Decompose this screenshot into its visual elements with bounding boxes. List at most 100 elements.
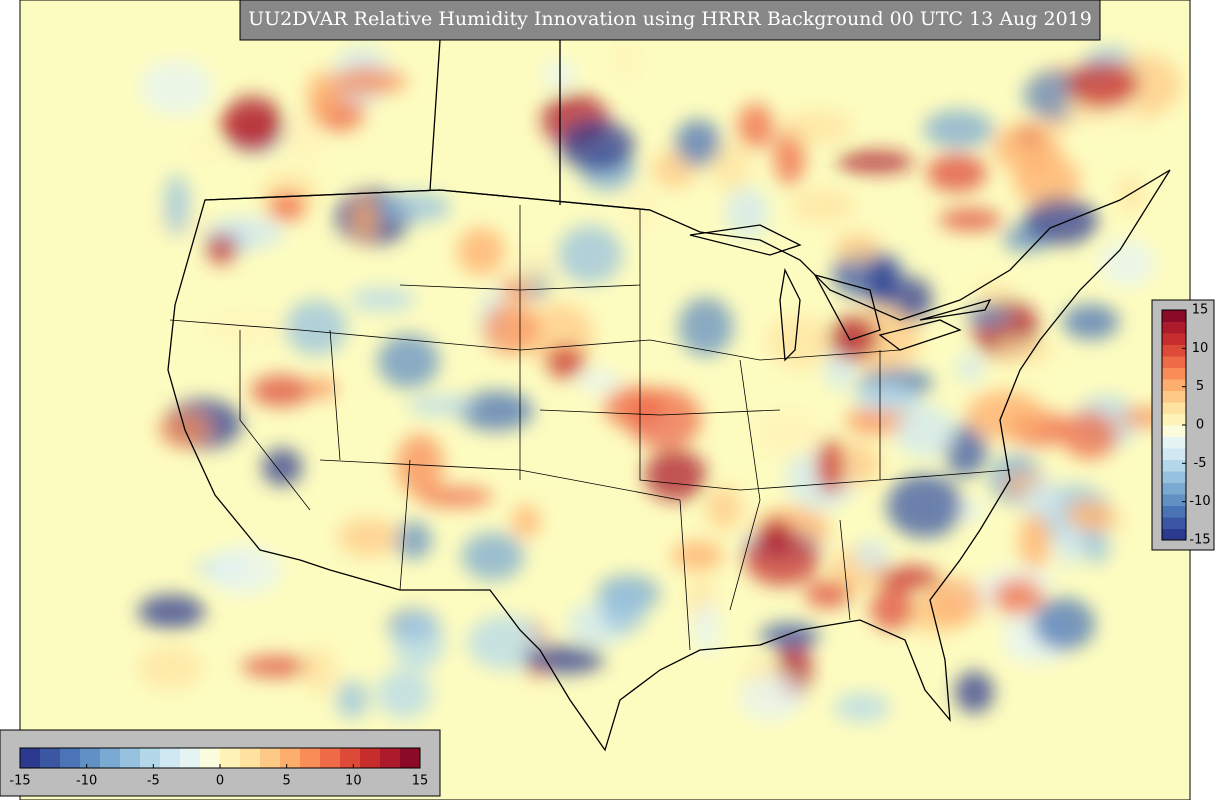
colorbar-swatch bbox=[280, 748, 301, 768]
colorbar-tick-label: -15 bbox=[9, 774, 30, 789]
humidity-blob bbox=[381, 191, 451, 223]
colorbar-tick-label: 15 bbox=[412, 774, 429, 789]
humidity-blob bbox=[804, 580, 852, 609]
colorbar-swatch bbox=[1162, 344, 1186, 357]
humidity-blob bbox=[674, 119, 722, 167]
humidity-blob bbox=[886, 474, 963, 538]
humidity-blob bbox=[954, 671, 994, 714]
humidity-blob bbox=[678, 297, 734, 357]
humidity-blob bbox=[938, 208, 1002, 231]
colorbar-swatch bbox=[1162, 310, 1186, 322]
colorbar-swatch bbox=[140, 748, 161, 768]
colorbar-tick-label: 10 bbox=[1192, 341, 1209, 356]
colorbar-swatch bbox=[380, 748, 401, 768]
humidity-blob bbox=[1082, 528, 1110, 565]
humidity-blob bbox=[349, 287, 416, 312]
colorbar-swatch bbox=[400, 748, 421, 768]
humidity-blob bbox=[817, 437, 844, 495]
state-borders bbox=[169, 205, 1011, 651]
humidity-blob bbox=[524, 644, 605, 674]
map-title: UU2DVAR Relative Humidity Innovation usi… bbox=[248, 8, 1092, 30]
humidity-blob bbox=[834, 692, 891, 723]
humidity-blob bbox=[461, 532, 524, 581]
humidity-blob bbox=[1023, 197, 1098, 245]
humidity-blob bbox=[307, 377, 337, 399]
humidity-blob bbox=[138, 594, 206, 629]
humidity-blob bbox=[708, 142, 751, 191]
colorbar-tick-label: 15 bbox=[1192, 303, 1209, 318]
colorbar-swatch bbox=[1162, 459, 1186, 472]
colorbar-swatch bbox=[1162, 448, 1186, 460]
colorbar-swatch bbox=[320, 748, 341, 768]
colorbar-swatch bbox=[1162, 367, 1186, 380]
colorbar-swatch bbox=[220, 748, 241, 768]
innovation-field bbox=[137, 39, 1181, 723]
humidity-blob bbox=[766, 315, 834, 369]
humidity-blob bbox=[782, 109, 854, 145]
humidity-blob bbox=[241, 655, 316, 678]
humidity-blob bbox=[966, 390, 1045, 440]
humidity-blob bbox=[759, 518, 793, 554]
humidity-blob bbox=[164, 174, 190, 236]
colorbar-tick-label: -5 bbox=[1194, 456, 1207, 471]
colorbar-swatch bbox=[160, 748, 181, 768]
humidity-blob bbox=[301, 647, 338, 695]
colorbar-swatch bbox=[1162, 436, 1186, 449]
humidity-blob bbox=[789, 189, 857, 223]
humidity-blob bbox=[693, 601, 721, 655]
title-box bbox=[239, 0, 1101, 41]
humidity-blob bbox=[965, 304, 1011, 326]
colorbar-tick-label: 5 bbox=[283, 774, 291, 789]
humidity-blob bbox=[542, 59, 577, 89]
colorbar-swatch bbox=[1162, 413, 1186, 426]
colorbar-tick-label: -10 bbox=[1189, 494, 1210, 509]
colorbar-swatch bbox=[1162, 379, 1186, 391]
map-borders bbox=[167, 39, 1171, 752]
humidity-blob bbox=[739, 673, 804, 721]
vertical-colorbar: -15 -10 -5 0 5 10 15 bbox=[1161, 303, 1211, 548]
humidity-blob bbox=[603, 385, 664, 428]
humidity-blob bbox=[706, 485, 742, 531]
colorbar-tick-label: -10 bbox=[76, 774, 97, 789]
humidity-blob bbox=[1054, 519, 1083, 567]
humidity-blob bbox=[577, 369, 622, 394]
colorbar-tick-label: 5 bbox=[1196, 379, 1204, 394]
humidity-blob bbox=[869, 586, 915, 631]
colorbar-swatch bbox=[1162, 494, 1186, 506]
humidity-blob bbox=[725, 187, 769, 238]
humidity-blob bbox=[751, 410, 824, 459]
humidity-blob bbox=[828, 315, 878, 361]
humidity-blob bbox=[338, 517, 400, 557]
humidity-blob bbox=[1066, 61, 1139, 110]
colorbar-swatch bbox=[1162, 356, 1186, 368]
humidity-blob bbox=[599, 585, 647, 634]
colorbar-swatch bbox=[340, 748, 361, 768]
humidity-blob bbox=[456, 227, 506, 276]
humidity-blob bbox=[1065, 500, 1115, 533]
colorbar-swatch bbox=[20, 748, 41, 768]
humidity-blob bbox=[833, 232, 880, 262]
humidity-blob bbox=[206, 545, 282, 596]
humidity-blob bbox=[511, 504, 541, 539]
humidity-blob bbox=[926, 153, 987, 193]
colorbar-swatch bbox=[180, 748, 201, 768]
humidity-blob bbox=[406, 395, 476, 416]
colorbar-swatch bbox=[200, 748, 221, 768]
humidity-blob bbox=[545, 345, 586, 379]
humidity-blob bbox=[853, 382, 911, 410]
humidity-blob bbox=[137, 645, 203, 690]
colorbar-swatch bbox=[1162, 517, 1186, 529]
colorbar-swatch bbox=[260, 748, 281, 768]
great-lakes bbox=[689, 224, 992, 362]
humidity-blob bbox=[467, 615, 545, 670]
colorbar-tick-label: 10 bbox=[345, 774, 362, 789]
colorbar-swatch bbox=[1162, 390, 1186, 403]
humidity-blob bbox=[250, 374, 312, 407]
colorbar-tick-label: 0 bbox=[1196, 418, 1204, 433]
humidity-blob bbox=[927, 577, 984, 626]
humidity-blob bbox=[222, 95, 284, 152]
humidity-blob bbox=[644, 449, 707, 502]
humidity-blob bbox=[993, 578, 1044, 616]
humidity-blob bbox=[328, 68, 408, 95]
